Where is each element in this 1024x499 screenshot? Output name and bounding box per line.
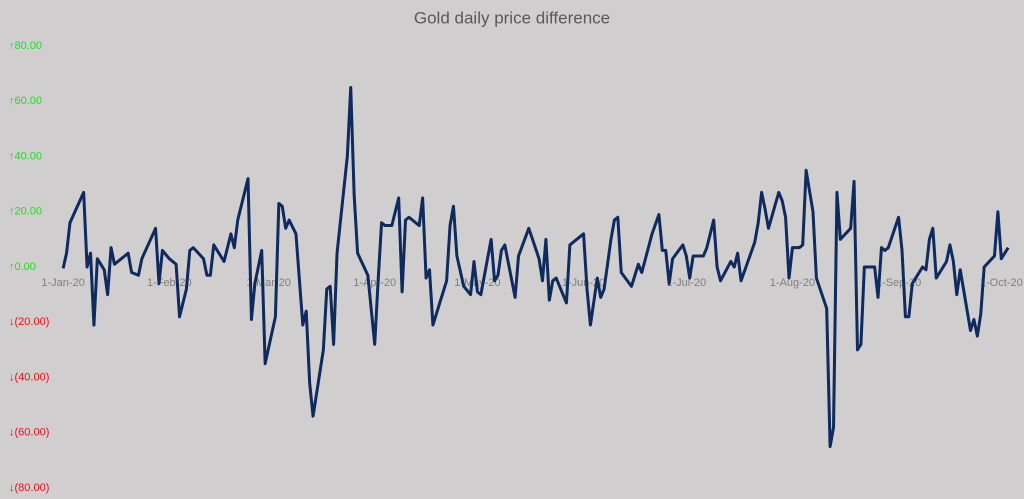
x-tick-label: 1-Jan-20 — [41, 277, 84, 289]
y-tick-label: ↑0.00 — [9, 261, 36, 273]
x-tick-label: 1-Feb-20 — [147, 277, 192, 289]
x-tick-label: 1-Sep-20 — [876, 277, 921, 289]
y-tick-label: ↓(60.00) — [9, 427, 49, 439]
x-tick-label: 1-Jun-20 — [562, 277, 605, 289]
y-tick-label: ↑40.00 — [9, 150, 42, 162]
y-tick-label: ↑60.00 — [9, 95, 42, 107]
x-tick-label: 1-Mar-20 — [246, 277, 291, 289]
y-tick-label: ↓(20.00) — [9, 316, 49, 328]
y-tick-label: ↑80.00 — [9, 40, 42, 52]
line — [61, 85, 1010, 449]
x-tick-label: 1-Aug-20 — [770, 277, 815, 289]
chart-title: Gold daily price difference — [414, 8, 610, 27]
x-tick-label: 1-Apr-20 — [353, 277, 396, 289]
x-tick-label: 1-Oct-20 — [980, 277, 1023, 289]
y-tick-label: ↑20.00 — [9, 206, 42, 218]
x-tick-label: 1-Jul-20 — [666, 277, 706, 289]
y-tick-label: ↓(80.00) — [9, 482, 49, 494]
y-tick-label: ↓(40.00) — [9, 371, 49, 383]
